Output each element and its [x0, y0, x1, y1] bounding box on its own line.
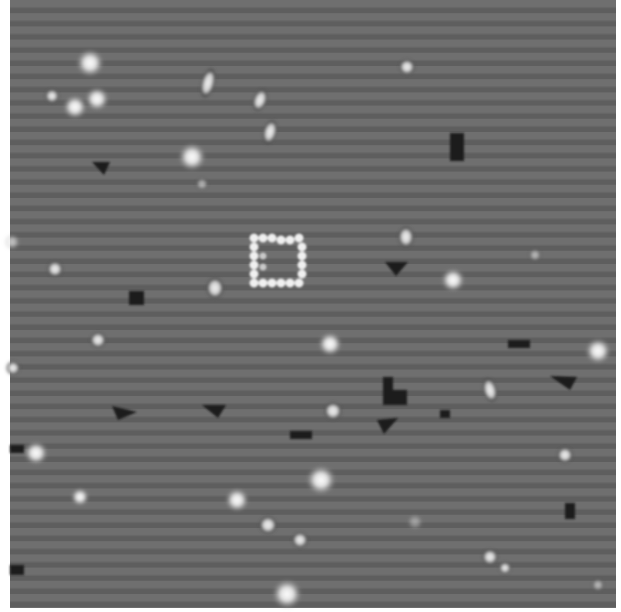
scan-image — [0, 0, 621, 612]
page — [0, 0, 621, 612]
